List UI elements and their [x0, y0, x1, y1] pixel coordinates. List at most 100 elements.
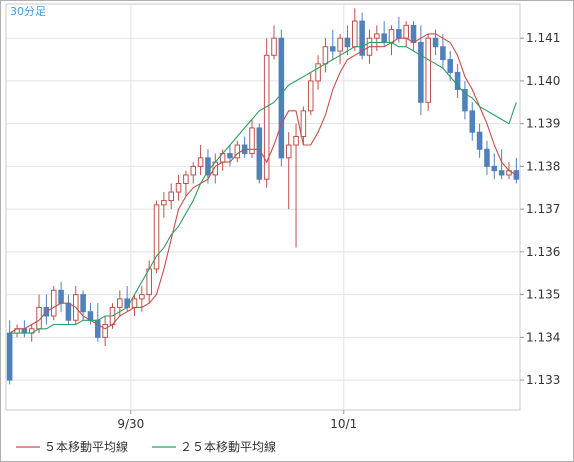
plot-area: [5, 3, 521, 411]
candle-body: [190, 165, 197, 176]
candle-body: [315, 63, 321, 82]
candle-body: [425, 37, 431, 103]
candle-body: [498, 170, 505, 176]
candle-body: [58, 289, 64, 304]
moving-average-lines: [9, 33, 517, 334]
candle-body: [117, 298, 123, 308]
candle-body: [344, 37, 351, 48]
candle: [329, 29, 336, 60]
candle-body: [454, 71, 461, 90]
candle: [454, 63, 461, 99]
candle-body: [359, 20, 365, 56]
candle-body: [322, 46, 329, 65]
candle-body: [139, 294, 145, 300]
x-tick-label: 10/1: [330, 417, 357, 431]
y-tick-label: 1.140: [526, 74, 560, 88]
candle-body: [440, 46, 446, 61]
candle-body: [161, 200, 167, 206]
y-tick-label: 1.138: [526, 159, 560, 173]
candle-body: [513, 170, 520, 180]
candle-body: [6, 332, 13, 381]
candle-body: [432, 37, 439, 48]
candle-body: [484, 148, 490, 167]
y-axis-ticks: 1.133 1.134 1.135 1.136 1.137 1.138 1.139 1.140…: [520, 31, 560, 387]
candle-body: [307, 80, 314, 112]
candle-body: [285, 144, 292, 159]
candle-body: [403, 24, 409, 39]
candle-body: [271, 37, 277, 56]
x-tick-label: 9/30: [117, 417, 144, 431]
y-tick-label: 1.136: [526, 245, 560, 259]
y-tick-label: 1.133: [526, 373, 560, 387]
candle-body: [388, 29, 395, 43]
candle: [256, 123, 263, 184]
candle: [344, 25, 351, 56]
candle-body: [381, 33, 387, 43]
candle-body: [80, 294, 86, 313]
candle: [498, 149, 505, 180]
candle-body: [153, 204, 160, 270]
candle-body: [396, 29, 402, 39]
candle-body: [183, 174, 189, 184]
candle: [175, 174, 182, 201]
candle-body: [227, 153, 233, 159]
candle: [263, 38, 270, 188]
candle: [183, 170, 189, 197]
y-tick-label: 1.141: [526, 31, 560, 45]
legend-label: ２５本移動平均線: [180, 439, 276, 454]
candle-body: [234, 144, 241, 159]
candle: [307, 72, 314, 116]
candle-body: [410, 24, 417, 43]
candle: [418, 25, 424, 116]
candle: [161, 192, 167, 218]
candle: [300, 106, 307, 146]
candle-body: [175, 182, 182, 193]
candle: [469, 102, 476, 141]
candle: [462, 80, 468, 120]
ma25-line: [9, 41, 517, 334]
y-tick-label: 1.137: [526, 202, 560, 216]
candle-body: [168, 191, 174, 202]
candle: [50, 286, 57, 321]
y-tick-label: 1.135: [526, 288, 560, 302]
candle: [337, 33, 343, 64]
candle: [484, 140, 490, 175]
legend-label: ５本移動平均線: [44, 439, 128, 454]
candle-body: [469, 110, 476, 133]
candle: [359, 12, 365, 60]
candle: [153, 200, 160, 274]
candle: [6, 320, 13, 385]
candle-body: [50, 289, 57, 317]
candle: [491, 153, 498, 180]
candle-body: [197, 157, 204, 167]
candle: [234, 140, 241, 163]
candle: [425, 33, 431, 111]
candle-body: [293, 135, 299, 146]
candle-body: [447, 59, 454, 73]
candle-body: [418, 41, 424, 103]
candle: [278, 29, 285, 167]
y-tick-label: 1.139: [526, 117, 560, 131]
candle-body: [131, 298, 138, 308]
candle: [271, 25, 277, 60]
candle: [293, 123, 299, 248]
candle-body: [21, 328, 28, 334]
candle: [249, 119, 255, 158]
candle: [168, 183, 174, 210]
legend: ５本移動平均線 ２５本移動平均線: [16, 439, 276, 454]
candle-body: [278, 37, 285, 159]
candle-body: [263, 54, 270, 180]
candle-body: [65, 302, 72, 321]
candle: [315, 55, 321, 90]
period-label: 30分足: [10, 5, 46, 18]
candle-body: [476, 131, 483, 150]
candle: [476, 123, 483, 158]
candle-body: [337, 37, 343, 52]
candle-body: [329, 46, 336, 52]
candle: [190, 162, 197, 184]
candle: [285, 132, 292, 210]
candle-body: [256, 127, 263, 180]
candle-body: [491, 165, 498, 172]
